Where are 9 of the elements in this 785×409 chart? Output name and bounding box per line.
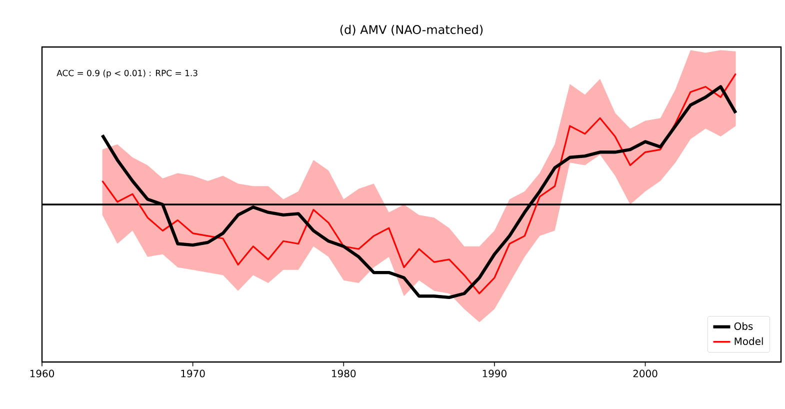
x-tick-label: 1980	[332, 370, 356, 378]
x-tick-label: 1990	[482, 370, 506, 378]
x-tick-label: 2000	[633, 370, 658, 378]
legend-label: Model	[734, 337, 763, 346]
x-tick-label: 1970	[181, 370, 205, 378]
chart-title: (d) AMV (NAO-matched)	[340, 24, 483, 36]
annotation: ACC = 0.9 (p < 0.01) : RPC = 1.3	[56, 70, 198, 78]
legend-label: Obs	[734, 322, 753, 330]
x-tick-label: 1960	[30, 370, 54, 378]
